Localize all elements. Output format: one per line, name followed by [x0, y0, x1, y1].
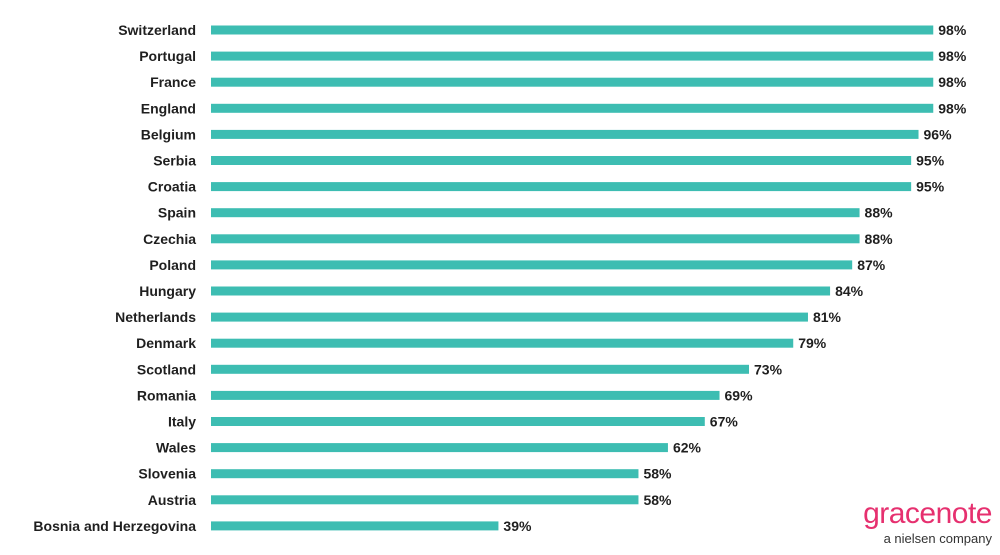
value-label: 95% [916, 153, 945, 169]
value-label: 79% [798, 335, 827, 351]
bar [211, 417, 705, 426]
category-label: Belgium [141, 126, 196, 142]
value-label: 39% [503, 518, 532, 534]
category-label: Czechia [143, 231, 196, 247]
logo-wordmark: gracenote [863, 497, 992, 530]
value-label: 73% [754, 361, 783, 377]
bar [211, 390, 720, 400]
category-label: Croatia [148, 179, 196, 195]
bar [211, 521, 499, 531]
value-label: 96% [924, 126, 953, 142]
value-label: 87% [857, 257, 886, 273]
bar [211, 286, 831, 296]
bar [211, 208, 860, 218]
value-label: 58% [643, 466, 672, 482]
category-label: Denmark [136, 335, 196, 351]
category-label: England [141, 100, 196, 116]
value-label: 69% [725, 387, 754, 403]
category-label: Austria [148, 492, 196, 508]
category-label: Switzerland [118, 22, 196, 38]
value-label: 67% [710, 414, 739, 430]
category-label: Poland [149, 257, 196, 273]
category-label: Wales [156, 440, 196, 456]
bar [211, 129, 919, 139]
value-label: 58% [643, 492, 672, 508]
category-label: Romania [137, 387, 196, 403]
bar [211, 495, 639, 505]
category-label: Portugal [139, 48, 196, 64]
value-label: 88% [865, 205, 894, 221]
category-label: Slovenia [138, 466, 196, 482]
category-label: Bosnia and Herzegovina [33, 518, 196, 534]
value-label: 98% [938, 22, 967, 38]
bar [211, 51, 934, 61]
value-label: 95% [916, 179, 945, 195]
value-label: 98% [938, 100, 967, 116]
category-label: Spain [158, 205, 196, 221]
category-label: Hungary [139, 283, 196, 299]
category-label: Netherlands [115, 309, 196, 325]
value-label: 98% [938, 48, 967, 64]
category-label: Serbia [153, 153, 196, 169]
bar [211, 364, 750, 374]
bar [211, 260, 853, 270]
value-label: 84% [835, 283, 864, 299]
value-label: 62% [673, 440, 702, 456]
bar [211, 25, 934, 35]
bar [211, 182, 912, 192]
category-label: Scotland [137, 361, 196, 377]
bars-group: Switzerland 98% Portugal 98% France 98% Englan… [33, 22, 966, 534]
bar [211, 312, 808, 322]
bar [211, 443, 668, 453]
gracenote-logo: gracenote a nielsen company [863, 499, 992, 547]
value-label: 88% [865, 231, 894, 247]
category-label: Italy [168, 414, 196, 430]
bar [211, 469, 639, 479]
category-label: France [150, 74, 196, 90]
bar [211, 234, 860, 244]
bar [211, 156, 912, 165]
logo-tagline: a nielsen company [883, 531, 992, 546]
bar [211, 77, 934, 87]
value-label: 98% [938, 74, 967, 90]
value-label: 81% [813, 309, 842, 325]
bar [211, 338, 794, 348]
bar [211, 103, 934, 113]
